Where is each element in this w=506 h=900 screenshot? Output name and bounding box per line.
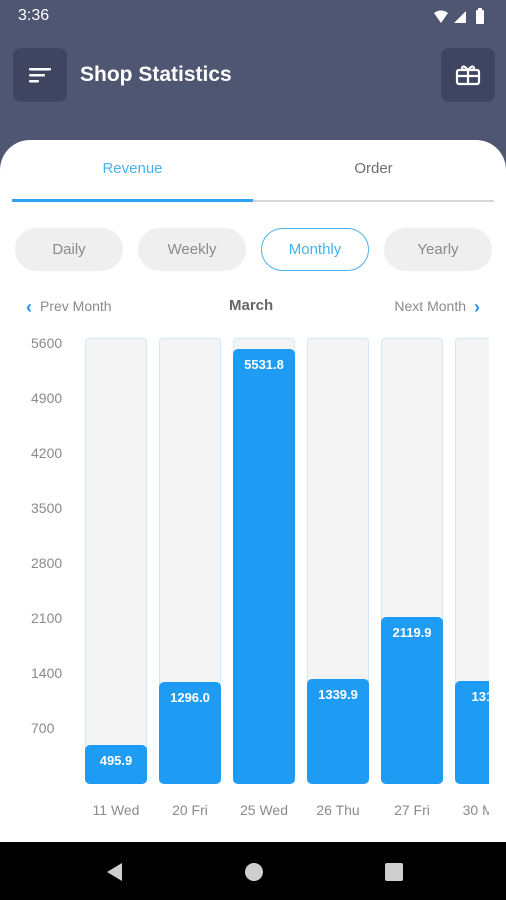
bar-track <box>85 338 147 784</box>
x-axis: 11 Wed 20 Fri 25 Wed 26 Thu 27 Fri 30 Mon <box>85 802 489 826</box>
x-tick-label: 27 Fri <box>394 802 430 818</box>
bar-value-label: 1339.9 <box>318 686 358 702</box>
stats-card: Revenue Order Daily Weekly Monthly Yearl… <box>0 140 506 842</box>
bar-column[interactable]: 1339.9 <box>307 338 369 784</box>
gift-button[interactable] <box>441 48 495 102</box>
y-tick-label: 3500 <box>31 500 63 516</box>
bar <box>85 745 147 784</box>
y-tick-label: 2100 <box>31 610 63 626</box>
bar-column[interactable]: 495.9 <box>85 338 147 784</box>
recents-icon[interactable] <box>384 862 404 882</box>
chevron-left-icon: ‹ <box>26 297 32 317</box>
x-tick-label: 26 Thu <box>316 802 360 818</box>
period-weekly[interactable]: Weekly <box>138 228 246 271</box>
bar-area[interactable]: 495.9 1296.0 5531.8 1339.9 2119.9 1317 <box>85 338 489 788</box>
status-icons <box>434 8 484 24</box>
bar-column[interactable]: 1317 <box>455 338 489 784</box>
period-monthly[interactable]: Monthly <box>261 228 369 271</box>
bar <box>233 349 295 784</box>
y-tick-label: 700 <box>31 720 55 736</box>
tab-revenue[interactable]: Revenue <box>102 160 163 177</box>
next-month-button[interactable]: Next Month › <box>394 297 480 318</box>
bar-value-label: 495.9 <box>99 753 133 769</box>
tab-bar: Revenue Order <box>12 140 494 202</box>
y-tick-label: 5600 <box>31 335 63 351</box>
home-icon[interactable] <box>243 861 265 883</box>
prev-month-label: Prev Month <box>40 298 112 314</box>
back-icon[interactable] <box>104 861 124 883</box>
y-tick-label: 1400 <box>31 665 63 681</box>
x-tick-label: 11 Wed <box>92 802 140 818</box>
period-yearly[interactable]: Yearly <box>384 228 492 271</box>
next-month-label: Next Month <box>394 298 466 314</box>
bar-column[interactable]: 5531.8 <box>233 338 295 784</box>
bar-value-label: 1296.0 <box>170 690 210 706</box>
gift-card-icon <box>455 65 481 86</box>
x-tick-label: 20 Fri <box>172 802 208 818</box>
x-tick-label: 25 Wed <box>240 802 288 818</box>
bar <box>381 617 443 784</box>
menu-button[interactable] <box>13 48 67 102</box>
prev-month-button[interactable]: ‹ Prev Month <box>26 297 112 318</box>
bar <box>307 678 369 784</box>
bar <box>159 682 221 784</box>
y-tick-label: 4200 <box>31 445 63 461</box>
status-bar: 3:36 <box>0 0 506 32</box>
tab-indicator <box>12 199 253 202</box>
bar-value-label: 5531.8 <box>244 357 284 373</box>
y-tick-label: 2800 <box>31 555 63 571</box>
tab-order[interactable]: Order <box>354 160 393 177</box>
chevron-right-icon: › <box>474 297 480 317</box>
page-title: Shop Statistics <box>80 63 232 86</box>
bar-value-label: 2119.9 <box>392 625 432 641</box>
bar-value-label: 1317 <box>471 688 489 704</box>
system-nav-bar <box>0 842 506 900</box>
bar-column[interactable]: 1296.0 <box>159 338 221 784</box>
y-tick-label: 4900 <box>31 390 63 406</box>
battery-icon <box>476 8 484 24</box>
x-tick-label: 30 Mon <box>462 802 489 818</box>
current-month: March <box>229 297 274 314</box>
wifi-icon <box>434 10 448 23</box>
status-time: 3:36 <box>18 7 50 24</box>
app-header: Shop Statistics <box>0 32 506 140</box>
sort-lines-icon <box>29 68 51 83</box>
signal-icon <box>454 11 466 23</box>
bar-column[interactable]: 2119.9 <box>381 338 443 784</box>
period-daily[interactable]: Daily <box>15 228 123 271</box>
bar <box>455 680 489 784</box>
revenue-chart: 5600 4900 4200 3500 2800 2100 1400 700 495.9 129… <box>0 330 506 835</box>
month-navigator: ‹ Prev Month March Next Month › <box>0 292 506 322</box>
